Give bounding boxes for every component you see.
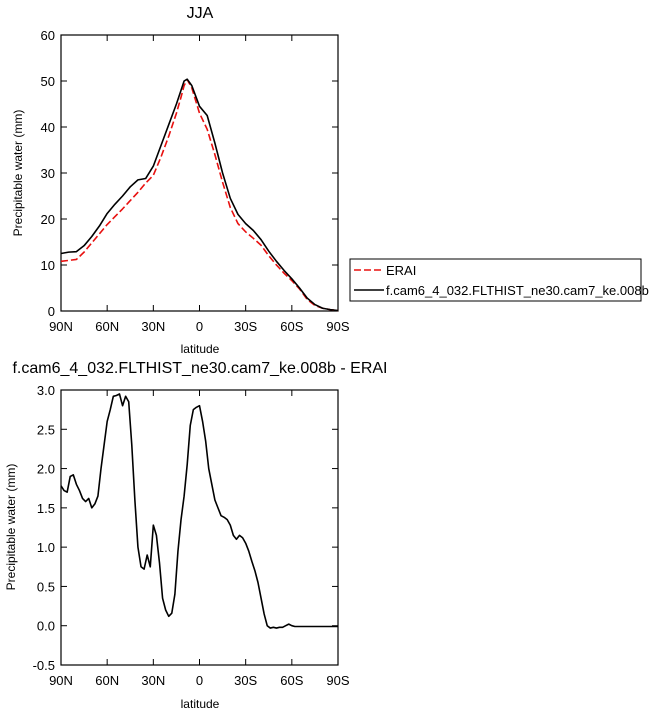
top-y-axis: 0 10 20 30 40 50 60 <box>41 28 338 319</box>
bottom-x-axis-label: latitude <box>181 697 220 711</box>
top-x-axis-label: latitude <box>181 342 220 356</box>
x-tick-label: 0 <box>196 673 203 688</box>
y-tick-label: 3.0 <box>37 383 55 398</box>
top-plot-frame <box>60 34 339 312</box>
x-tick-label: 90S <box>326 319 349 334</box>
y-tick-label: 1.0 <box>37 540 55 555</box>
bottom-panel: f.cam6_4_032.FLTHIST_ne30.cam7_ke.008b -… <box>4 360 388 711</box>
x-tick-label: 60N <box>95 319 119 334</box>
x-tick-label: 30S <box>234 319 257 334</box>
legend-label-model: f.cam6_4_032.FLTHIST_ne30.cam7_ke.008b <box>386 283 649 298</box>
top-x-axis: 90N 60N 30N 0 30S 60S 90S <box>49 35 350 334</box>
top-y-axis-label: Precipitable water (mm) <box>11 110 25 237</box>
y-tick-label: 60 <box>41 28 55 43</box>
model-series-line <box>60 393 338 629</box>
bottom-chart-title: f.cam6_4_032.FLTHIST_ne30.cam7_ke.008b -… <box>12 360 387 377</box>
bottom-plot-frame <box>60 389 339 666</box>
bottom-y-axis-label: Precipitable water (mm) <box>4 464 18 591</box>
y-tick-label: 10 <box>41 258 55 273</box>
y-tick-label: 1.5 <box>37 501 55 516</box>
x-tick-label: 0 <box>196 319 203 334</box>
top-chart-title: JJA <box>187 5 214 22</box>
legend: ERAI f.cam6_4_032.FLTHIST_ne30.cam7_ke.0… <box>349 258 649 302</box>
x-tick-label: 30N <box>141 673 165 688</box>
erai-series-line <box>60 78 339 312</box>
y-tick-label: 2.5 <box>37 422 55 437</box>
x-tick-label: 60N <box>95 673 119 688</box>
x-tick-label: 30S <box>234 673 257 688</box>
legend-box <box>349 258 642 302</box>
bottom-x-axis: 90N 60N 30N 0 30S 60S 90S <box>49 390 350 688</box>
x-tick-label: 90N <box>49 673 73 688</box>
bottom-series-group <box>60 393 338 629</box>
y-tick-label: 0.0 <box>37 619 55 634</box>
x-tick-label: 60S <box>280 673 303 688</box>
x-tick-label: 90S <box>326 673 349 688</box>
y-tick-label: 30 <box>41 166 55 181</box>
x-tick-label: 30N <box>141 319 165 334</box>
top-series-group <box>60 78 339 312</box>
model-series-line <box>60 78 339 312</box>
y-tick-label: 20 <box>41 212 55 227</box>
y-tick-label: 0.5 <box>37 579 55 594</box>
x-tick-label: 60S <box>280 319 303 334</box>
legend-label-erai: ERAI <box>386 263 416 278</box>
y-tick-label: -0.5 <box>33 658 55 673</box>
bottom-y-axis: -0.5 0.0 0.5 1.0 1.5 2.0 2.5 3.0 <box>33 383 338 673</box>
y-tick-label: 50 <box>41 74 55 89</box>
y-tick-label: 40 <box>41 120 55 135</box>
y-tick-label: 0 <box>48 304 55 319</box>
top-panel: JJA 0 10 20 30 40 50 60 90N 60N 30N 0 30S 60S 90S la… <box>11 5 350 356</box>
y-tick-label: 2.0 <box>37 462 55 477</box>
x-tick-label: 90N <box>49 319 73 334</box>
